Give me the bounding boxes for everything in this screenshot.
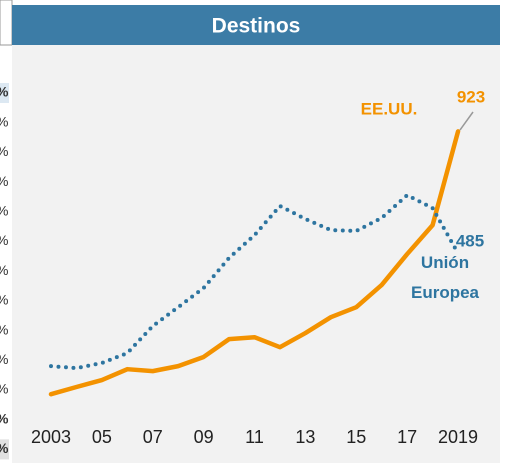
left-fragment: % <box>0 84 9 100</box>
fragment-box <box>0 439 9 460</box>
header <box>12 5 500 45</box>
x-tick-label: 11 <box>245 427 264 447</box>
left-fragment: % <box>0 440 9 456</box>
left-fragment: % <box>0 410 9 426</box>
left-fragment: % <box>0 262 8 278</box>
legend-label: EE.UU. <box>361 99 418 118</box>
legend-label: Unión Europea <box>410 253 480 302</box>
left-box <box>0 0 13 46</box>
left-fragment: % <box>0 321 8 337</box>
left-fragment: % <box>0 232 8 248</box>
left-fragment: % <box>0 381 8 397</box>
left-fragment: % <box>0 143 8 159</box>
fragment-box <box>0 83 9 103</box>
x-tick-label: 2003 <box>31 427 71 447</box>
end-label: 923 <box>457 87 485 106</box>
leader-line <box>459 111 474 131</box>
x-tick-label: 07 <box>143 427 163 447</box>
x-tick-label: 2019 <box>438 427 478 447</box>
left-fragment: % <box>0 173 8 189</box>
chart-title: Destinos <box>212 15 301 38</box>
x-tick-label: 09 <box>194 427 214 447</box>
left-fragment: % <box>0 351 8 367</box>
left-fragment: % <box>0 203 8 219</box>
x-tick-label: 05 <box>92 427 112 447</box>
left-fragment: % <box>0 292 8 308</box>
left-fragment: % <box>0 113 8 129</box>
line-1 <box>49 193 461 371</box>
x-tick-label: 17 <box>397 427 417 447</box>
x-tick-label: 13 <box>295 427 315 447</box>
end-label: 485 <box>456 232 484 251</box>
line-0 <box>48 129 461 397</box>
x-tick-label: 15 <box>346 427 366 447</box>
